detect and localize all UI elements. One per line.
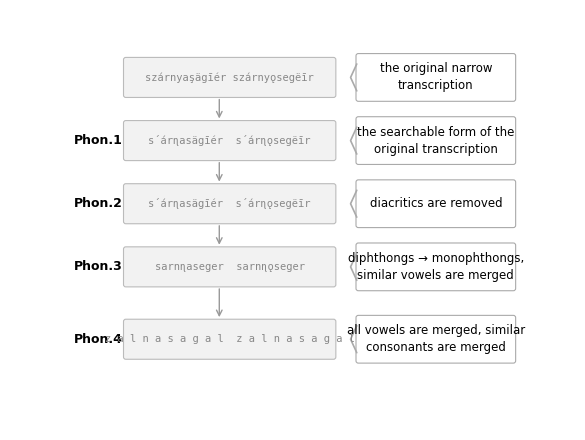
FancyBboxPatch shape — [356, 315, 515, 363]
Text: diphthongs → monophthongs,
similar vowels are merged: diphthongs → monophthongs, similar vowel… — [347, 252, 524, 282]
FancyBboxPatch shape — [356, 117, 515, 165]
Text: Phon.4: Phon.4 — [74, 333, 123, 346]
Text: Phon.3: Phon.3 — [74, 260, 123, 273]
Text: all vowels are merged, similar
consonants are merged: all vowels are merged, similar consonant… — [347, 324, 525, 354]
FancyBboxPatch shape — [123, 319, 336, 359]
Text: szárnyaşägīér szárnyǫsegëīr: szárnyaşägīér szárnyǫsegëīr — [145, 72, 314, 83]
Text: the original narrow
transcription: the original narrow transcription — [380, 62, 492, 92]
FancyBboxPatch shape — [123, 121, 336, 161]
Text: sarnɳaseger  sarnɳǫseger: sarnɳaseger sarnɳǫseger — [154, 262, 305, 272]
FancyBboxPatch shape — [123, 247, 336, 287]
Text: z a l n a s a g a l  z a l n a s a g a l: z a l n a s a g a l z a l n a s a g a l — [105, 334, 355, 344]
Text: śárɳasägīér  śárɳǫsegëīr: śárɳasägīér śárɳǫsegëīr — [149, 135, 311, 146]
FancyBboxPatch shape — [123, 57, 336, 98]
Text: the searchable form of the
original transcription: the searchable form of the original tran… — [357, 125, 515, 156]
FancyBboxPatch shape — [356, 54, 515, 101]
Text: Phon.1: Phon.1 — [74, 134, 123, 147]
Text: diacritics are removed: diacritics are removed — [370, 197, 502, 210]
Text: Phon.2: Phon.2 — [74, 197, 123, 210]
FancyBboxPatch shape — [123, 184, 336, 224]
FancyBboxPatch shape — [356, 243, 515, 291]
FancyBboxPatch shape — [356, 180, 515, 227]
Text: śárɳasägīér  śárɳǫsegëīr: śárɳasägīér śárɳǫsegëīr — [149, 198, 311, 209]
